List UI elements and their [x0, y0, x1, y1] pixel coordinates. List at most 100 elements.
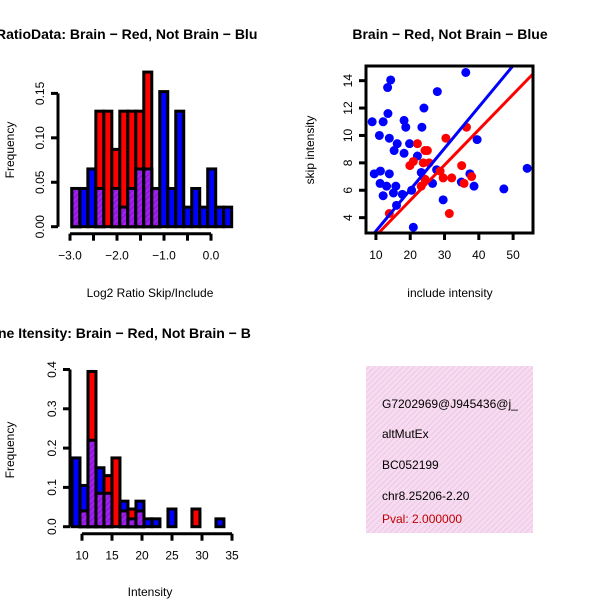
point-not-brain	[386, 75, 396, 85]
point-brain	[447, 173, 457, 183]
y-tick-label: 0.3	[45, 400, 59, 417]
y-tick-label: 0.2	[45, 439, 59, 456]
point-not-brain	[383, 109, 393, 119]
fit-line-brain	[376, 72, 533, 233]
plot-frame	[364, 64, 535, 235]
info-box: G7202969@J945436@j_ altMutEx BC052199 ch…	[366, 366, 533, 533]
point-not-brain	[522, 163, 532, 173]
bar-brain	[110, 456, 122, 529]
point-not-brain	[375, 166, 385, 176]
x-axis-label: Intensity	[128, 585, 173, 599]
intensity-scatter: Brain − Red, Not Brain − Blue 10 20 30 40 50…	[303, 26, 548, 300]
x-tick-label: 10	[75, 549, 89, 563]
axes: −3.0 −2.0 −1.0 0.0 0.00 0.05 0.10 0.15	[33, 81, 220, 262]
x-tick-label: −2.0	[105, 249, 129, 263]
point-not-brain	[367, 117, 377, 127]
ratio-histogram: RatioData: Brain − Red, Not Brain − Blu …	[0, 26, 257, 300]
y-tick-label: 0.00	[33, 215, 47, 239]
point-not-brain	[399, 148, 409, 158]
axes: 10 15 20 25 30 35 0.0 0.1 0.2 0.3 0.4	[45, 361, 239, 563]
bar-not-brain	[150, 517, 162, 529]
x-tick-label: 25	[165, 549, 179, 563]
event-type: altMutEx	[382, 427, 429, 441]
info-box-background	[366, 366, 533, 533]
x-tick-label: 15	[105, 549, 119, 563]
chart-title: RatioData: Brain − Red, Not Brain − Blu	[0, 26, 257, 42]
point-not-brain	[419, 103, 429, 113]
point-not-brain	[399, 115, 409, 125]
y-axis-label: skip intensity	[303, 116, 317, 185]
point-not-brain	[388, 188, 398, 198]
axes: 10 20 30 40 50 4 6 8 10 12 14	[341, 74, 520, 262]
point-not-brain	[438, 195, 448, 205]
y-tick-label: 0.10	[33, 126, 47, 150]
point-not-brain	[391, 181, 401, 191]
x-axis-label: include intensity	[407, 286, 492, 300]
fit-line-not-brain	[372, 66, 515, 233]
bar-not-brain	[222, 205, 234, 229]
bar-not-brain	[206, 167, 218, 229]
point-not-brain	[461, 67, 471, 77]
intensity-histogram: ne Itensity: Brain − Red, Not Brain − B …	[0, 325, 251, 599]
point-not-brain	[408, 222, 418, 232]
point-brain	[459, 178, 469, 188]
point-not-brain	[382, 181, 392, 191]
y-tick-label: 12	[341, 101, 355, 115]
point-not-brain	[417, 122, 427, 132]
x-tick-label: 0.0	[203, 249, 220, 263]
y-axis-label: Frequency	[3, 422, 17, 479]
x-tick-label: 50	[506, 248, 520, 262]
point-brain	[412, 139, 422, 149]
y-axis-label: Frequency	[3, 122, 17, 179]
bars	[70, 70, 234, 229]
p-value: Pval: 2.000000	[382, 512, 462, 526]
bar-brain	[190, 507, 202, 529]
y-tick-label: 0.05	[33, 170, 47, 194]
x-tick-label: −3.0	[58, 249, 82, 263]
point-brain	[422, 146, 432, 156]
bars	[70, 369, 226, 529]
y-tick-label: 0.1	[45, 479, 59, 496]
point-not-brain	[392, 139, 402, 149]
x-tick-label: 20	[135, 549, 149, 563]
x-axis-label: Log2 Ratio Skip/Include	[87, 286, 214, 300]
point-brain	[467, 172, 477, 182]
bar-not-brain	[166, 507, 178, 529]
point-not-brain	[384, 133, 394, 143]
point-not-brain	[378, 191, 388, 201]
location: chr8.25206-2.20	[382, 489, 470, 503]
y-tick-label: 0.15	[33, 81, 47, 105]
point-not-brain	[384, 169, 394, 179]
point-not-brain	[378, 117, 388, 127]
event-id: G7202969@J945436@j_	[382, 397, 518, 411]
point-not-brain	[405, 139, 415, 149]
chart-title: Brain − Red, Not Brain − Blue	[352, 26, 547, 42]
x-tick-label: 40	[472, 248, 486, 262]
x-tick-label: 20	[404, 248, 418, 262]
x-tick-label: 35	[225, 549, 239, 563]
point-not-brain	[374, 130, 384, 140]
y-tick-label: 14	[341, 74, 355, 88]
bar-not-brain	[214, 517, 226, 529]
y-tick-label: 6	[341, 187, 355, 194]
point-brain	[457, 161, 467, 171]
y-tick-label: 8	[341, 159, 355, 166]
point-not-brain	[389, 146, 399, 156]
point-brain	[444, 209, 454, 219]
x-tick-label: 30	[195, 549, 209, 563]
point-not-brain	[401, 122, 411, 132]
point-not-brain	[469, 181, 479, 191]
x-tick-label: 10	[369, 248, 383, 262]
bar-not-brain	[174, 109, 186, 229]
marks	[367, 66, 533, 233]
x-tick-label: 30	[438, 248, 452, 262]
point-not-brain	[499, 184, 509, 194]
point-not-brain	[383, 83, 393, 93]
y-tick-label: 4	[341, 214, 355, 221]
y-tick-label: 0.4	[45, 361, 59, 378]
y-tick-label: 0.0	[45, 518, 59, 535]
x-tick-label: −1.0	[152, 249, 176, 263]
bar-not-brain	[158, 90, 170, 229]
point-brain	[438, 173, 448, 183]
